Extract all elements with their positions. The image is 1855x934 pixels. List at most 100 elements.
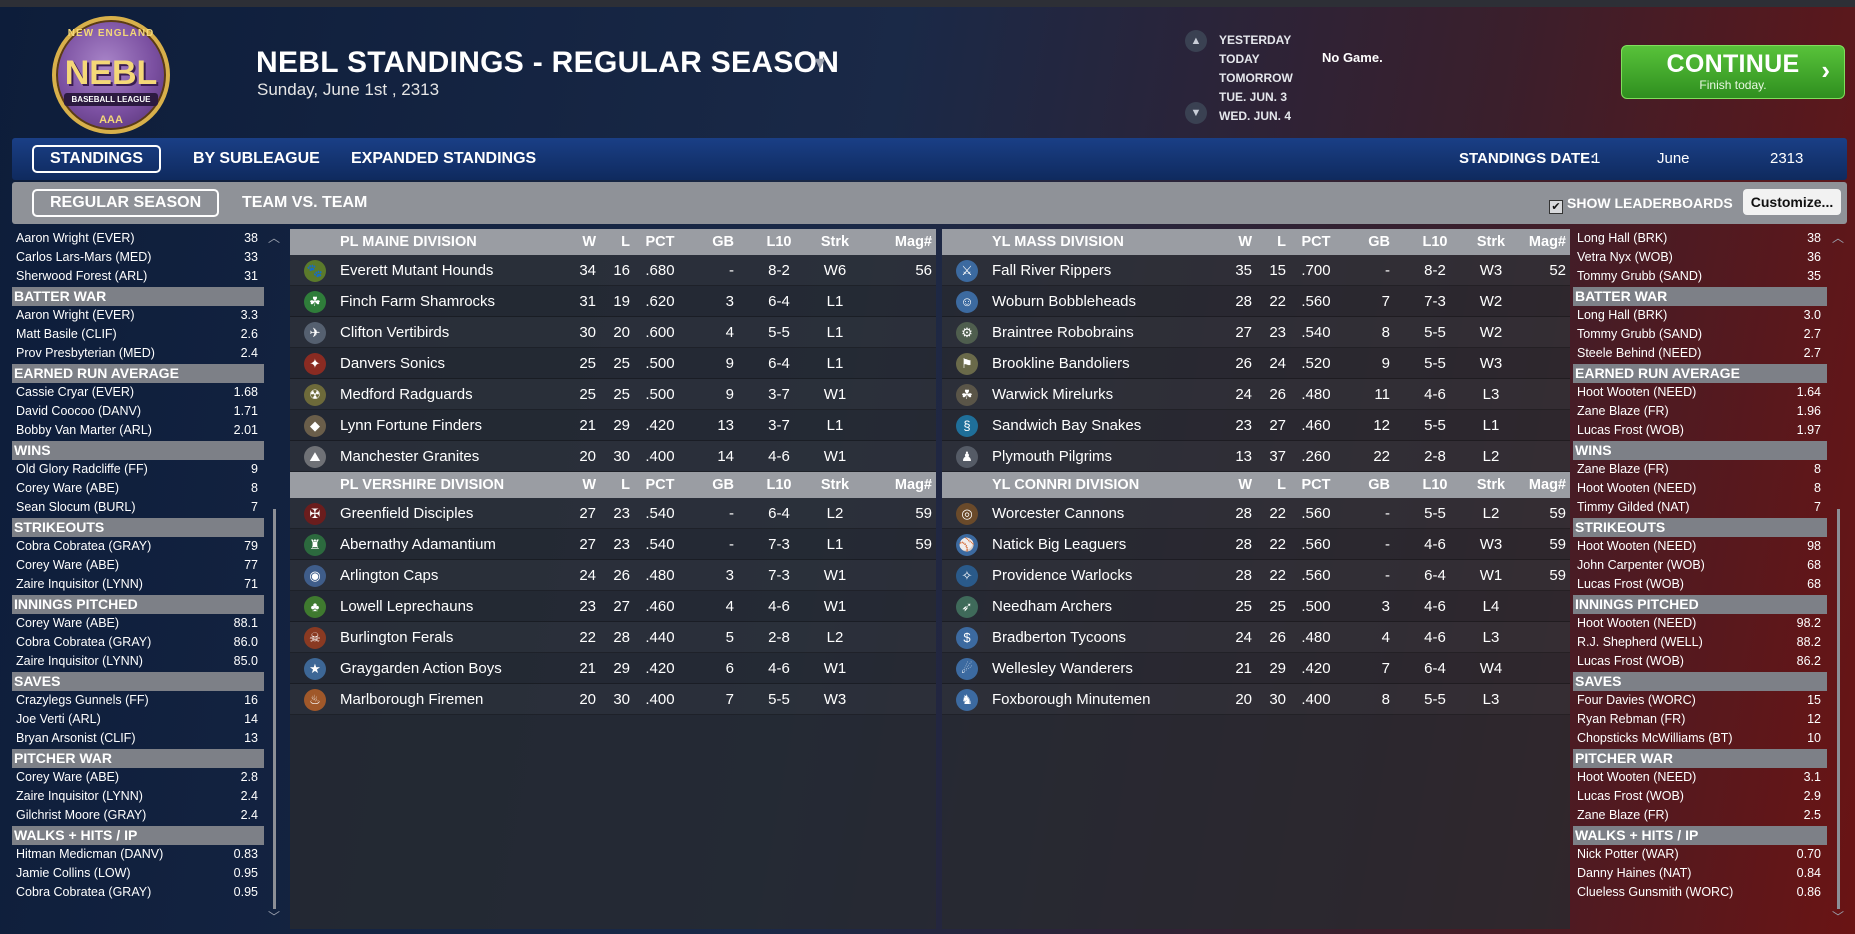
leaderboard-row[interactable]: Steele Behind (NEED) 2.7	[1573, 344, 1827, 363]
leaderboard-row[interactable]: Corey Ware (ABE) 2.8	[12, 768, 264, 787]
team-row[interactable]: 🐾 Everett Mutant Hounds 34 16 .680 - 8-2 W6 56	[290, 255, 936, 286]
team-name[interactable]: Fall River Rippers	[992, 262, 1112, 279]
leaderboard-row[interactable]: Hoot Wooten (NEED) 98	[1573, 537, 1827, 556]
leaderboard-row[interactable]: Clueless Gunsmith (WORC) 0.86	[1573, 883, 1827, 902]
standings-date-day[interactable]: 1	[1592, 150, 1601, 167]
leaderboard-row[interactable]: Hitman Medicman (DANV) 0.83	[12, 845, 264, 864]
col-l-header[interactable]: L	[621, 477, 630, 493]
leaderboard-row[interactable]: Zane Blaze (FR) 1.96	[1573, 402, 1827, 421]
col-w-header[interactable]: W	[582, 234, 596, 250]
col-mag-header[interactable]: Mag#	[1528, 477, 1566, 493]
col-gb-header[interactable]: GB	[712, 234, 734, 250]
leaderboard-row[interactable]: John Carpenter (WOB) 68	[1573, 556, 1827, 575]
col-strk-header[interactable]: Strk	[820, 234, 850, 250]
team-row[interactable]: ♞ Foxborough Minutemen 20 30 .400 8 5-5 L3	[942, 684, 1570, 715]
continue-button[interactable]: CONTINUE Finish today. ›	[1621, 45, 1845, 99]
team-name[interactable]: Graygarden Action Boys	[340, 660, 502, 677]
team-row[interactable]: ☢ Medford Radguards 25 25 .500 9 3-7 W1	[290, 379, 936, 410]
team-name[interactable]: Burlington Ferals	[340, 629, 454, 646]
col-gb-header[interactable]: GB	[1368, 234, 1390, 250]
day-tue[interactable]: TUE. JUN. 3	[1219, 90, 1288, 104]
leaderboard-row[interactable]: Lucas Frost (WOB) 86.2	[1573, 652, 1827, 671]
chevron-down-icon[interactable]: ▼	[1185, 102, 1207, 124]
team-row[interactable]: ⚔ Fall River Rippers 35 15 .700 - 8-2 W3 52	[942, 255, 1570, 286]
col-l-header[interactable]: L	[1277, 234, 1286, 250]
team-row[interactable]: ☘ Finch Farm Shamrocks 31 19 .620 3 6-4 L1	[290, 286, 936, 317]
leaderboard-row[interactable]: Old Glory Radcliffe (FF) 9	[12, 460, 264, 479]
scroll-up-icon[interactable]: ︿	[1832, 231, 1845, 245]
leaderboard-row[interactable]: Hoot Wooten (NEED) 8	[1573, 479, 1827, 498]
team-row[interactable]: ◎ Worcester Cannons 28 22 .560 - 5-5 L2 59	[942, 498, 1570, 529]
team-row[interactable]: ⚾ Natick Big Leaguers 28 22 .560 - 4-6 W3 59	[942, 529, 1570, 560]
scroll-down-icon[interactable]: ﹀	[1832, 910, 1845, 924]
leaderboard-row[interactable]: Sherwood Forest (ARL) 31	[12, 267, 264, 286]
team-name[interactable]: Providence Warlocks	[992, 567, 1133, 584]
leaderboard-row[interactable]: Cobra Cobratea (GRAY) 79	[12, 537, 264, 556]
leaderboard-row[interactable]: Tommy Grubb (SAND) 2.7	[1573, 325, 1827, 344]
team-row[interactable]: ◉ Arlington Caps 24 26 .480 3 7-3 W1	[290, 560, 936, 591]
team-row[interactable]: ♣ Lowell Leprechauns 23 27 .460 4 4-6 W1	[290, 591, 936, 622]
team-name[interactable]: Plymouth Pilgrims	[992, 448, 1113, 465]
scroll-thumb[interactable]	[1837, 509, 1840, 909]
leaderboard-row[interactable]: Hoot Wooten (NEED) 3.1	[1573, 768, 1827, 787]
standings-date-month[interactable]: June	[1657, 150, 1690, 167]
col-l10-header[interactable]: L10	[1422, 477, 1448, 493]
customize-button[interactable]: Customize...	[1743, 189, 1841, 215]
tab-expanded-standings[interactable]: EXPANDED STANDINGS	[351, 150, 537, 167]
show-leaderboards-toggle[interactable]: ✔ SHOW LEADERBOARDS	[1549, 195, 1733, 214]
col-pct-header[interactable]: PCT	[645, 234, 675, 250]
team-name[interactable]: Lynn Fortune Finders	[340, 417, 483, 434]
leaderboard-row[interactable]: Cobra Cobratea (GRAY) 86.0	[12, 633, 264, 652]
day-yesterday[interactable]: YESTERDAY	[1219, 33, 1292, 47]
day-today[interactable]: TODAY	[1219, 52, 1260, 66]
leaderboard-row[interactable]: David Coocoo (DANV) 1.71	[12, 402, 264, 421]
team-row[interactable]: ☄ Wellesley Wanderers 21 29 .420 7 6-4 W4	[942, 653, 1570, 684]
col-strk-header[interactable]: Strk	[1476, 477, 1506, 493]
right-leaderboard-scrollbar[interactable]: ︿ ﹀	[1832, 229, 1844, 925]
left-leaderboard-scrollbar[interactable]: ︿ ﹀	[268, 229, 280, 925]
col-l10-header[interactable]: L10	[766, 477, 792, 493]
leaderboard-row[interactable]: Zaire Inquisitor (LYNN) 2.4	[12, 787, 264, 806]
leaderboard-row[interactable]: Zane Blaze (FR) 2.5	[1573, 806, 1827, 825]
leaderboard-row[interactable]: Carlos Lars-Mars (MED) 33	[12, 248, 264, 267]
leaderboard-row[interactable]: Lucas Frost (WOB) 2.9	[1573, 787, 1827, 806]
leaderboard-row[interactable]: Nick Potter (WAR) 0.70	[1573, 845, 1827, 864]
leaderboard-row[interactable]: Crazylegs Gunnels (FF) 16	[12, 691, 264, 710]
col-l-header[interactable]: L	[621, 234, 630, 250]
leaderboard-row[interactable]: Matt Basile (CLIF) 2.6	[12, 325, 264, 344]
scroll-thumb[interactable]	[273, 509, 276, 909]
team-row[interactable]: ✧ Providence Warlocks 28 22 .560 - 6-4 W1 59	[942, 560, 1570, 591]
team-row[interactable]: ⚑ Brookline Bandoliers 26 24 .520 9 5-5 W3	[942, 348, 1570, 379]
team-name[interactable]: Worcester Cannons	[992, 505, 1125, 522]
team-name[interactable]: Clifton Vertibirds	[340, 324, 450, 341]
team-name[interactable]: Medford Radguards	[340, 386, 473, 403]
team-name[interactable]: Warwick Mirelurks	[992, 386, 1114, 403]
col-pct-header[interactable]: PCT	[1301, 234, 1331, 250]
team-name[interactable]: Foxborough Minutemen	[992, 691, 1151, 708]
team-name[interactable]: Woburn Bobbleheads	[992, 293, 1136, 310]
tab-regular-season[interactable]: REGULAR SEASON	[32, 189, 220, 217]
team-row[interactable]: ✠ Greenfield Disciples 27 23 .540 - 6-4 L2 59	[290, 498, 936, 529]
leaderboard-row[interactable]: Lucas Frost (WOB) 1.97	[1573, 421, 1827, 440]
team-row[interactable]: ☠ Burlington Ferals 22 28 .440 5 2-8 L2	[290, 622, 936, 653]
leaderboard-row[interactable]: Zaire Inquisitor (LYNN) 71	[12, 575, 264, 594]
leaderboard-row[interactable]: Bobby Van Marter (ARL) 2.01	[12, 421, 264, 440]
team-name[interactable]: Manchester Granites	[340, 448, 480, 465]
team-row[interactable]: ★ Graygarden Action Boys 21 29 .420 6 4-6 W1	[290, 653, 936, 684]
team-row[interactable]: ✦ Danvers Sonics 25 25 .500 9 6-4 L1	[290, 348, 936, 379]
standings-date-year[interactable]: 2313	[1770, 150, 1804, 167]
leaderboard-row[interactable]: Zane Blaze (FR) 8	[1573, 460, 1827, 479]
col-pct-header[interactable]: PCT	[645, 477, 675, 493]
leaderboard-row[interactable]: Corey Ware (ABE) 88.1	[12, 614, 264, 633]
leaderboard-row[interactable]: Joe Verti (ARL) 14	[12, 710, 264, 729]
team-row[interactable]: ☘ Warwick Mirelurks 24 26 .480 11 4-6 L3	[942, 379, 1570, 410]
scroll-up-icon[interactable]: ︿	[268, 231, 281, 245]
col-l10-header[interactable]: L10	[766, 234, 792, 250]
leaderboard-row[interactable]: Jamie Collins (LOW) 0.95	[12, 864, 264, 883]
team-row[interactable]: $ Bradberton Tycoons 24 26 .480 4 4-6 L3	[942, 622, 1570, 653]
team-row[interactable]: ✈ Clifton Vertibirds 30 20 .600 4 5-5 L1	[290, 317, 936, 348]
leaderboard-row[interactable]: Cobra Cobratea (GRAY) 0.95	[12, 883, 264, 902]
leaderboard-row[interactable]: Four Davies (WORC) 15	[1573, 691, 1827, 710]
leaderboard-row[interactable]: Timmy Gilded (NAT) 7	[1573, 498, 1827, 517]
day-wed[interactable]: WED. JUN. 4	[1219, 109, 1292, 123]
